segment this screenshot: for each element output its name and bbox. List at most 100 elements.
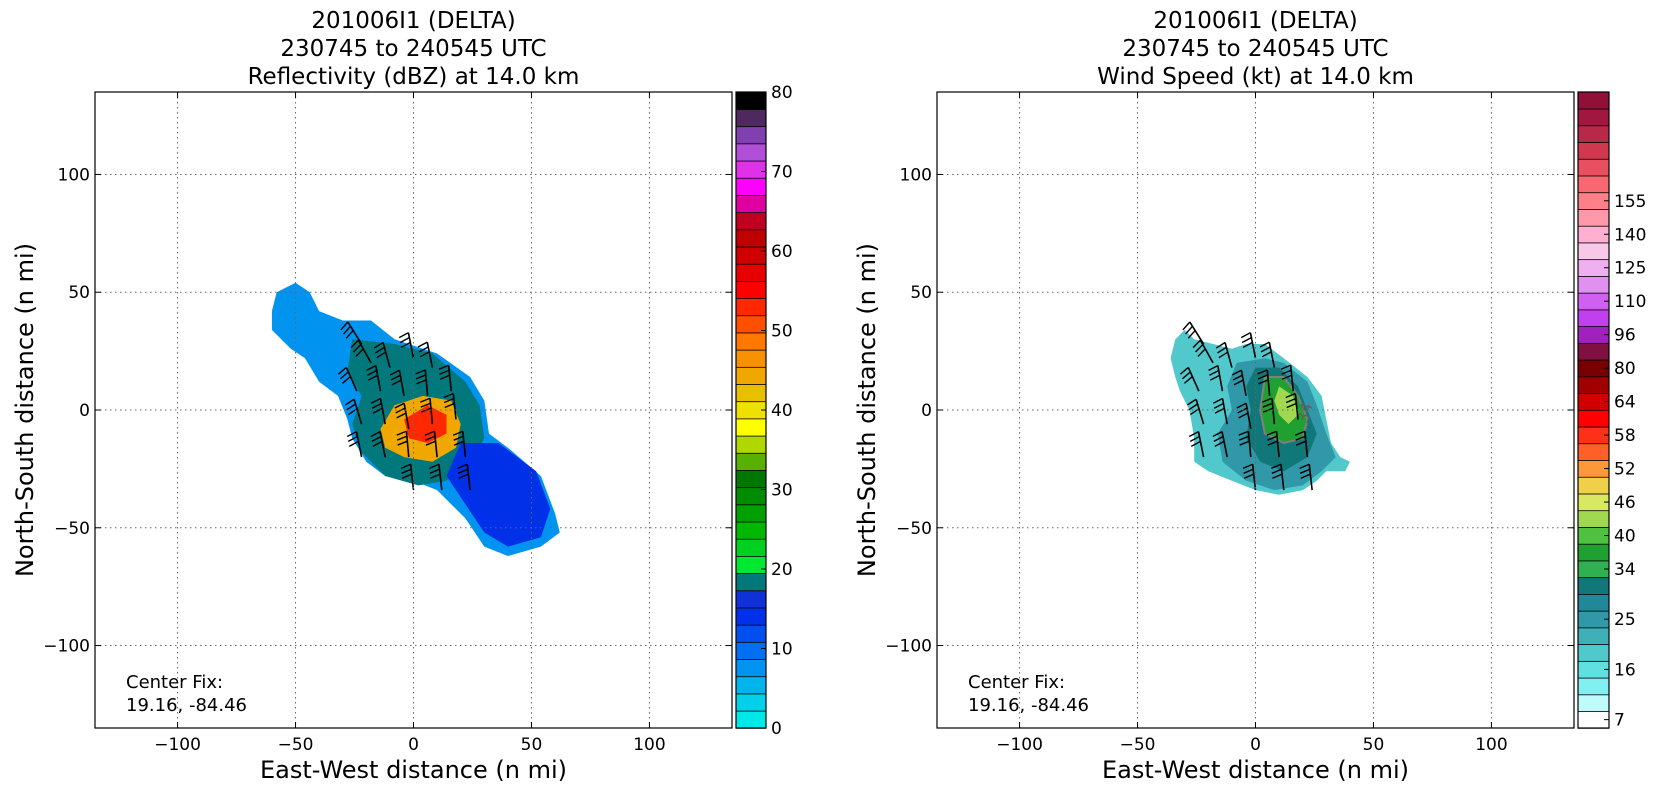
- wind-colorbar-swatch: [1577, 91, 1610, 110]
- barb-shaft: [447, 365, 453, 392]
- barb-feather: [1242, 341, 1253, 349]
- wind-wind-barb: [1285, 392, 1299, 420]
- wind-panel: 34 −100 −50 0 50 100 −100 −50 0 50 100 East-West di…: [853, 8, 1646, 784]
- refl-colorbar-label: 30: [771, 481, 793, 501]
- refl-ytick-label: −100: [43, 637, 90, 657]
- barb-shaft: [357, 339, 372, 364]
- barb-shaft: [1221, 398, 1228, 425]
- wind-wind-barb: [1280, 364, 1295, 392]
- wind-wind-barb: [1179, 366, 1200, 392]
- refl-ytick-label: 100: [58, 165, 90, 185]
- barb-feather: [370, 397, 381, 404]
- barb-feather: [438, 364, 449, 370]
- barb-shaft: [407, 332, 415, 359]
- wind-colorbar-label: 58: [1614, 426, 1636, 446]
- wind-contour: [1259, 376, 1309, 445]
- wind-wind-barb: [1240, 332, 1257, 359]
- wind-xtick-label: 50: [1363, 735, 1385, 755]
- barb-feather: [1260, 346, 1271, 353]
- barb-feather: [371, 402, 382, 409]
- wind-colorbar-swatch: [1577, 643, 1610, 662]
- barb-shaft: [429, 398, 434, 425]
- barb-feather: [1243, 468, 1254, 474]
- barb-feather: [1258, 379, 1269, 385]
- barb-feather: [389, 369, 400, 376]
- barb-feather: [1294, 430, 1306, 436]
- barb-feather: [415, 369, 426, 375]
- refl-colorbar-swatch: [735, 108, 767, 128]
- barb-feather: [367, 374, 378, 381]
- barb-feather: [458, 473, 469, 479]
- wind-colorbar-label: 125: [1614, 259, 1646, 279]
- barb-feather: [1197, 348, 1206, 357]
- wind-wind-barb: [1259, 341, 1276, 368]
- wind-colorbar-swatch: [1577, 108, 1610, 127]
- barb-feather: [453, 440, 465, 446]
- barb-shaft: [379, 398, 386, 425]
- barb-feather: [439, 369, 450, 375]
- barb-feather: [419, 351, 430, 358]
- barb-feather: [416, 379, 427, 385]
- barb-shaft: [375, 365, 382, 392]
- barb-feather: [345, 330, 354, 339]
- refl-colorbar-swatch: [735, 504, 767, 523]
- wind-colorbar-swatch: [1577, 158, 1610, 177]
- barb-feather: [1212, 397, 1223, 404]
- barb-feather: [1215, 341, 1226, 349]
- wind-colorbar-swatch: [1577, 476, 1610, 495]
- refl-wind-barb: [337, 366, 358, 392]
- wind-colorbar-swatch: [1577, 409, 1610, 428]
- barb-feather: [395, 407, 406, 414]
- barb-feather: [396, 430, 407, 436]
- refl-wind-barb: [443, 392, 457, 420]
- barb-feather: [1237, 407, 1248, 414]
- refl-field-region: [446, 443, 551, 547]
- barb-feather: [1267, 440, 1278, 446]
- barb-shaft: [409, 464, 415, 491]
- barb-feather: [1240, 332, 1251, 339]
- barb-shaft: [433, 431, 438, 458]
- barb-feather: [1181, 371, 1191, 380]
- refl-colorbar-swatch: [735, 143, 767, 162]
- wind-wind-barb: [1187, 398, 1205, 425]
- refl-wind-barb: [346, 430, 363, 458]
- barb-feather: [1242, 463, 1253, 469]
- barb-feather: [457, 468, 469, 474]
- barb-feather: [376, 351, 387, 359]
- barb-feather: [1281, 369, 1292, 375]
- wind-colorbar-label: 52: [1614, 460, 1636, 480]
- barb-feather: [1187, 398, 1197, 406]
- refl-wind-barb: [415, 369, 429, 396]
- wind-colorbar-label: 155: [1614, 192, 1646, 212]
- barb-feather: [350, 339, 359, 349]
- barb-feather: [1214, 440, 1225, 447]
- barb-feather: [1188, 403, 1198, 411]
- refl-colorbar-swatch: [735, 280, 767, 299]
- wind-ytick-label: 50: [910, 283, 932, 303]
- wind-colorbar-swatch: [1577, 627, 1610, 646]
- wind-contour-label: 34: [1293, 401, 1317, 426]
- barb-feather: [1262, 397, 1273, 403]
- barb-feather: [397, 440, 408, 446]
- wind-xlabel: East-West distance (n mi): [1102, 756, 1409, 784]
- wind-colorbar-swatch: [1577, 593, 1610, 612]
- refl-colorbar-swatch: [735, 435, 767, 454]
- barb-feather: [355, 348, 364, 357]
- barb-feather: [430, 473, 441, 479]
- barb-feather: [400, 463, 411, 469]
- wind-ytick-label: 0: [921, 401, 932, 421]
- wind-wind-barb: [1188, 430, 1205, 458]
- barb-feather: [373, 341, 384, 349]
- wind-wind-barb: [1299, 463, 1313, 491]
- barb-feather: [346, 403, 356, 411]
- barb-feather: [1209, 369, 1220, 376]
- refl-colorbar-swatch: [735, 590, 767, 609]
- barb-feather: [429, 468, 440, 474]
- barb-shaft: [403, 403, 410, 429]
- refl-xtick-label: 50: [521, 735, 543, 755]
- wind-colorbar-swatch: [1577, 694, 1610, 712]
- wind-title-line: 230745 to 240545 UTC: [1122, 36, 1388, 62]
- barb-shaft: [1240, 370, 1247, 397]
- barb-feather: [1218, 351, 1229, 359]
